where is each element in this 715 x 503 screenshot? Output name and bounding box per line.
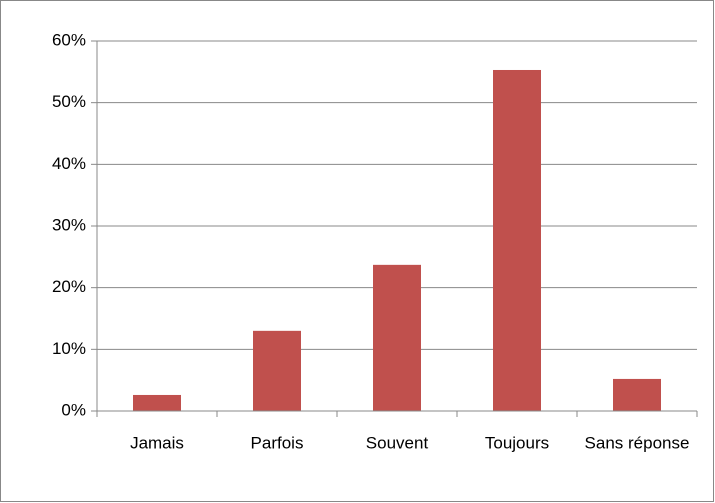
- bar: [373, 264, 421, 411]
- bar: [133, 394, 181, 411]
- bar: [253, 330, 301, 411]
- y-tick-label: 50%: [52, 92, 86, 111]
- x-tick-label: Parfois: [251, 433, 304, 452]
- x-tick-label: Souvent: [366, 433, 429, 452]
- y-tick-label: 30%: [52, 215, 86, 234]
- bar: [613, 378, 661, 411]
- y-tick-label: 60%: [52, 30, 86, 49]
- x-tick-label: Jamais: [130, 433, 184, 452]
- y-tick-label: 40%: [52, 154, 86, 173]
- bar: [493, 69, 541, 411]
- y-tick-label: 10%: [52, 339, 86, 358]
- y-tick-label: 0%: [61, 400, 86, 419]
- x-tick-label: Toujours: [485, 433, 549, 452]
- x-tick-label: Sans réponse: [585, 433, 690, 452]
- y-tick-label: 20%: [52, 277, 86, 296]
